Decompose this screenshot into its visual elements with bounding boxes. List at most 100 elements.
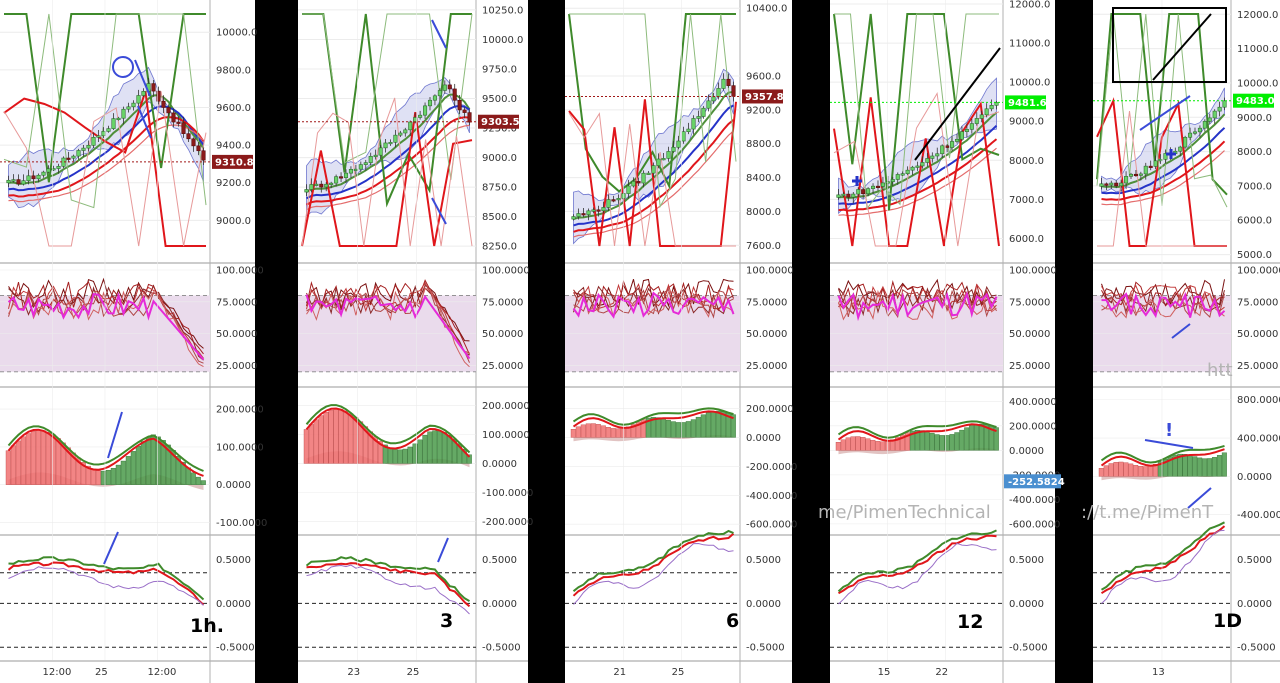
stoch-line (573, 279, 734, 312)
macd-histogram-bar (20, 436, 26, 485)
ma-mid-line (1101, 127, 1226, 195)
macd-histogram-bar (1172, 454, 1178, 477)
ma-slow-line (8, 116, 205, 198)
stoch-line (306, 282, 470, 363)
candle (1163, 153, 1168, 160)
macd-histogram-bar (919, 430, 925, 451)
x-tick-label: 25 (407, 667, 420, 678)
macd-histogram-bar (575, 426, 581, 438)
macd-tick-label: -200.0000 (482, 517, 533, 528)
zigzag-low-thin-line (301, 97, 473, 247)
macd-histogram-bar (625, 426, 631, 438)
inset-box (1112, 7, 1227, 83)
candle (686, 128, 691, 132)
macd-histogram-bar (155, 436, 161, 485)
candle (467, 112, 472, 123)
macd-histogram-bar (1123, 462, 1129, 477)
candle (196, 145, 201, 152)
osc-tick-label: 0.5000 (746, 555, 781, 566)
annotation-arrow (1187, 487, 1212, 509)
macd-histogram-bar (675, 422, 681, 438)
macd-current-label: -252.5824 (1008, 477, 1065, 488)
price-tick-label: 9600.0 (216, 103, 251, 114)
stoch-tick-label: 50.0000 (482, 329, 523, 340)
candle (171, 112, 176, 123)
macd-histogram-bar (407, 446, 413, 464)
macd-histogram-bar (655, 417, 661, 438)
candle (846, 193, 851, 198)
stoch-tick-label: 100.0000 (1237, 266, 1280, 277)
macd-histogram-bar (308, 424, 314, 464)
stoch-line (573, 289, 734, 319)
price-tick-label: 8500.0 (482, 212, 517, 223)
macd-histogram-bar (974, 424, 980, 451)
candle (56, 166, 61, 169)
current-price-label: 9303.5 (481, 117, 520, 128)
macd-tick-label: -400.0000 (746, 491, 797, 502)
cross-marker (852, 176, 862, 186)
macd-histogram-bar (412, 443, 418, 464)
candle (1222, 100, 1227, 108)
zigzag-high-line (568, 13, 736, 193)
x-tick-label: 21 (613, 667, 626, 678)
candle (935, 153, 940, 157)
macd-histogram-bar (397, 449, 403, 464)
macd-histogram-bar (900, 434, 905, 451)
candle (71, 155, 76, 159)
macd-signal-line (837, 423, 997, 442)
macd-histogram-bar (442, 432, 448, 464)
candle (945, 145, 950, 148)
macd-histogram-bar (1187, 455, 1193, 477)
price-tick-label: 9200.0 (216, 178, 251, 189)
macd-histogram-bar (880, 441, 886, 451)
chart-panel-4: 12000.0 11000.0 10000.0 9000.0 8000.0 7000.0 6… (1081, 0, 1280, 683)
candle (930, 155, 935, 159)
candle (959, 131, 964, 140)
candle (1143, 165, 1148, 175)
macd-tick-label: -400.0000 (1009, 495, 1060, 506)
macd-histogram-bar (929, 432, 935, 451)
stoch-tick-label: 50.0000 (1009, 329, 1050, 340)
macd-histogram-bar (422, 434, 428, 464)
price-tick-label: 9000.0 (482, 153, 517, 164)
arrow-annotation (134, 59, 151, 97)
candle (586, 210, 591, 215)
candle (324, 183, 329, 188)
macd-tick-label: 800.0000 (1237, 395, 1280, 406)
macd-histogram-bar (40, 430, 46, 485)
stoch-tick-label: 75.0000 (216, 297, 257, 308)
chart-panel-3: 12000.0 11000.0 10000.0 9000.0 8000.0 7000.0 6… (818, 0, 1065, 683)
watermark-text: me/PimenTechnical (818, 502, 991, 523)
macd-histogram-bar (705, 412, 711, 438)
candle (691, 118, 696, 130)
price-tick-label: 8000.0 (746, 207, 781, 218)
candle (731, 85, 736, 97)
osc-green-line (572, 529, 734, 592)
zigzag-low-thin-line (833, 92, 1000, 247)
macd-histogram-bar (377, 440, 383, 464)
macd-histogram-bar (590, 423, 596, 438)
candle (403, 129, 408, 134)
osc-tick-label: -0.5000 (482, 643, 521, 654)
macd-histogram-bar (190, 472, 196, 485)
slope-annotation (107, 411, 123, 459)
ma-slower-line (306, 124, 470, 211)
candle (726, 78, 731, 86)
price-tick-label: 9600.0 (746, 71, 781, 82)
candle (1133, 173, 1138, 177)
macd-tick-label: 0.0000 (746, 433, 781, 444)
candle (1124, 176, 1129, 184)
stoch-line (8, 290, 204, 368)
candle (646, 172, 651, 175)
candle (76, 150, 81, 157)
osc-tick-label: -0.5000 (1009, 643, 1048, 654)
price-tick-label: 7000.0 (1009, 195, 1044, 206)
macd-histogram-bar (1207, 458, 1213, 477)
price-tick-label: 10400.0 (746, 4, 787, 15)
candle (373, 154, 378, 157)
osc-tick-label: 0.5000 (1237, 555, 1272, 566)
osc-red-line (306, 562, 471, 608)
x-tick-label: 23 (347, 667, 360, 678)
macd-histogram-bar (670, 421, 676, 438)
candle (866, 188, 871, 195)
